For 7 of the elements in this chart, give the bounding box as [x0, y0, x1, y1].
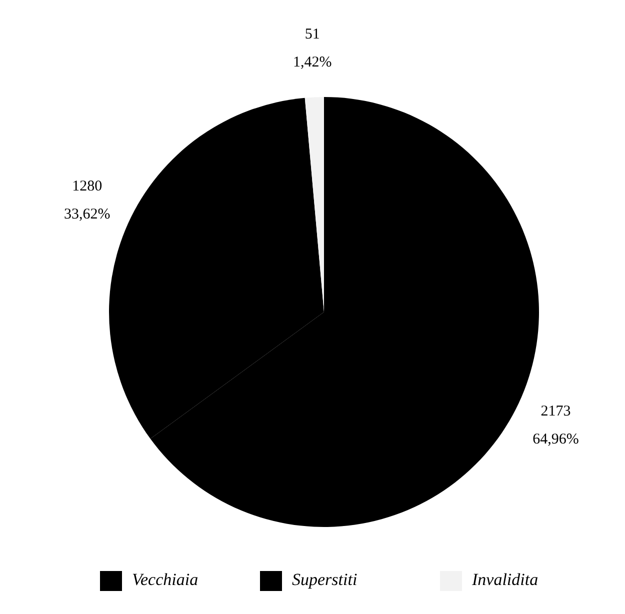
legend-label: Superstiti [292, 570, 358, 589]
data-label: 1280 33,62% [64, 178, 110, 223]
pie-slice [304, 97, 324, 312]
data-label: 51 1,42% [293, 26, 332, 70]
legend-label: Invalidita [471, 570, 538, 589]
legend-label: Vecchiaia [132, 570, 198, 589]
data-label: 2173 64,96% [532, 404, 579, 448]
